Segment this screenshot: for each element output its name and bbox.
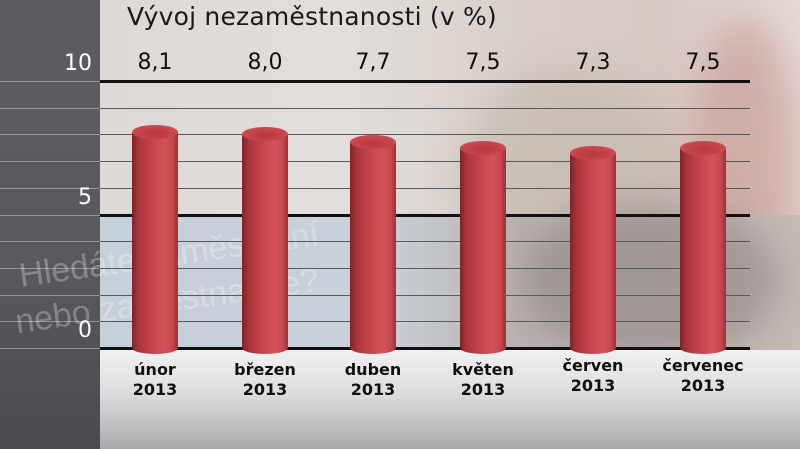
axis-panel-gridline: [0, 321, 100, 322]
minor-gridline: [100, 108, 750, 109]
axis-panel-gridline: [0, 295, 100, 296]
x-label-line: březen: [234, 360, 296, 379]
bar-cylinder-top: [680, 140, 726, 155]
minor-gridline: [100, 161, 750, 162]
value-label: 7,5: [685, 50, 721, 75]
x-label-line: 2013: [570, 376, 616, 395]
minor-gridline: [100, 321, 750, 322]
x-category-label: červen 2013: [538, 356, 648, 396]
minor-gridline: [100, 134, 750, 135]
x-label-line: červenec: [662, 356, 744, 375]
bar: [350, 135, 396, 354]
minor-gridline: [100, 241, 750, 242]
minor-gridline: [100, 188, 750, 189]
bar-cylinder-body: [570, 153, 616, 354]
y-tick-label: 10: [64, 51, 92, 76]
axis-panel-gridline: [0, 161, 100, 162]
y-axis-panel: [0, 0, 100, 449]
y-tick-label: 5: [78, 184, 92, 210]
bar-cylinder-top: [242, 127, 288, 142]
x-label-line: 2013: [132, 380, 178, 399]
minor-gridline: [100, 268, 750, 269]
bar-cylinder-body: [242, 134, 288, 354]
x-label-line: 2013: [680, 376, 726, 395]
axis-panel-gridline: [0, 188, 100, 189]
x-label-line: červen: [562, 356, 624, 375]
background-lower: [100, 350, 800, 449]
value-label: 7,3: [575, 50, 611, 75]
bar-cylinder-body: [350, 142, 396, 354]
x-category-label: únor 2013: [100, 360, 210, 400]
x-label-line: únor: [134, 360, 176, 379]
axis-panel-gridline: [0, 268, 100, 269]
background-shadow: [520, 200, 780, 360]
bar: [242, 127, 288, 354]
x-label-line: 2013: [350, 380, 396, 399]
axis-panel-gridline: [0, 348, 100, 349]
x-category-label: červenec 2013: [648, 356, 758, 396]
x-label-line: 2013: [460, 380, 506, 399]
y-tick-label: 0: [78, 318, 92, 343]
x-category-label: březen 2013: [210, 360, 320, 400]
bar: [570, 146, 616, 354]
bar: [680, 140, 726, 354]
bar-cylinder-body: [680, 147, 726, 354]
value-label: 7,5: [465, 50, 501, 75]
x-category-label: duben 2013: [318, 360, 428, 400]
bar-cylinder-top: [570, 146, 616, 161]
major-gridline: [100, 80, 750, 83]
bar-cylinder-top: [350, 135, 396, 150]
major-gridline: [100, 347, 750, 350]
axis-panel-gridline: [0, 241, 100, 242]
x-category-label: květen 2013: [428, 360, 538, 400]
bar-cylinder-body: [460, 147, 506, 354]
x-label-line: duben: [344, 360, 402, 379]
major-gridline: [100, 214, 750, 217]
minor-gridline: [100, 295, 750, 296]
bar: [132, 124, 178, 354]
axis-panel-gridline: [0, 215, 100, 216]
x-label-line: 2013: [242, 380, 288, 399]
value-label: 8,0: [247, 50, 283, 75]
chart-title: Vývoj nezaměstnanosti (v %): [127, 2, 497, 31]
bar: [460, 140, 506, 354]
bar-cylinder-top: [132, 124, 178, 139]
axis-panel-gridline: [0, 108, 100, 109]
axis-panel-gridline: [0, 81, 100, 82]
bar-cylinder-body: [132, 131, 178, 354]
bar-cylinder-top: [460, 140, 506, 155]
axis-panel-gridline: [0, 134, 100, 135]
value-label: 7,7: [355, 50, 391, 75]
value-label: 8,1: [137, 50, 173, 75]
x-label-line: květen: [452, 360, 514, 379]
